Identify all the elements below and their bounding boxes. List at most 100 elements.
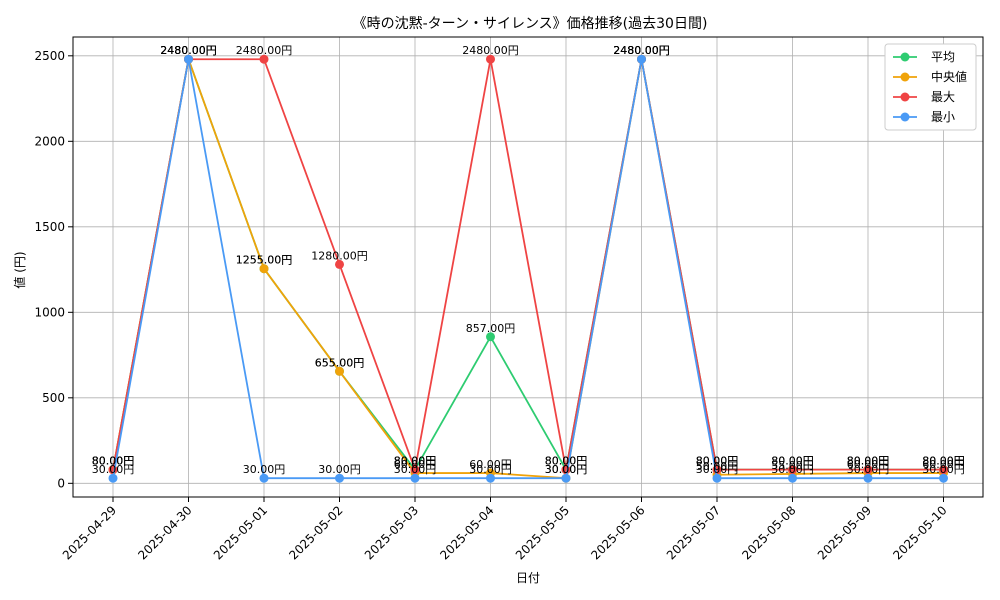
y-tick-label: 0 xyxy=(57,476,65,490)
data-label-layer: 80.00円 2480.00円 1255.00円 655.00円 80.00円 857.0… xyxy=(92,44,965,476)
x-tick-label: 2025-05-01 xyxy=(211,503,270,562)
data-label: 30.00円 xyxy=(318,463,361,476)
data-point xyxy=(410,465,420,475)
data-label: 30.00円 xyxy=(243,463,286,476)
data-label: 80.00円 xyxy=(922,455,965,468)
data-label: 80.00円 xyxy=(847,455,890,468)
data-label: 30.00円 xyxy=(771,463,814,476)
data-label: 1255.00円 xyxy=(236,254,293,267)
x-axis-label: 日付 xyxy=(516,571,540,585)
series-line xyxy=(112,58,944,474)
data-label: 80.00円 xyxy=(847,455,890,468)
x-tick-label: 2025-05-03 xyxy=(362,503,421,562)
x-tick-label: 2025-05-06 xyxy=(588,503,647,562)
series-最小 xyxy=(108,54,948,483)
data-label: 2480.00円 xyxy=(160,44,217,57)
data-label: 30.00円 xyxy=(847,463,890,476)
data-label: 55.00円 xyxy=(771,459,814,472)
data-point xyxy=(335,366,344,376)
x-tick-label: 2025-05-10 xyxy=(890,503,949,562)
legend-swatch-marker xyxy=(900,52,910,62)
y-tick-label: 1500 xyxy=(34,220,65,234)
data-label: 50.00円 xyxy=(696,460,739,473)
data-label: 80.00円 xyxy=(696,455,739,468)
legend-box xyxy=(884,43,977,131)
legend-swatch-marker xyxy=(900,112,910,122)
data-point xyxy=(335,259,344,269)
data-label: 2480.00円 xyxy=(613,44,670,57)
data-point xyxy=(108,473,118,483)
x-tick-label: 2025-05-07 xyxy=(664,503,723,562)
x-tick-label: 2025-05-09 xyxy=(815,503,874,562)
data-label: 80.00円 xyxy=(771,455,814,468)
data-point xyxy=(184,54,193,64)
data-point xyxy=(335,473,344,483)
data-label: 80.00円 xyxy=(545,455,588,468)
data-label: 2480.00円 xyxy=(160,44,217,57)
data-label: 655.00円 xyxy=(315,356,365,369)
data-point xyxy=(863,473,873,483)
data-label: 80.00円 xyxy=(922,455,965,468)
data-label: 30.00円 xyxy=(696,463,739,476)
y-tick-label: 1000 xyxy=(34,305,65,319)
data-label: 30.00円 xyxy=(394,463,437,476)
data-point xyxy=(486,473,495,483)
data-point xyxy=(259,473,269,483)
data-point xyxy=(486,332,495,342)
data-label: 2480.00円 xyxy=(160,44,217,57)
data-label: 30.00円 xyxy=(469,463,512,476)
data-label: 30.00円 xyxy=(545,463,588,476)
data-label: 1280.00円 xyxy=(311,249,368,262)
chart-title: 《時の沈黙-ターン・サイレンス》価格推移(過去30日間) xyxy=(353,16,708,32)
data-point xyxy=(939,473,948,483)
data-label: 80.00円 xyxy=(394,455,437,468)
data-label: 2480.00円 xyxy=(236,44,293,57)
data-label: 2480.00円 xyxy=(613,44,670,57)
legend-item: 最小 xyxy=(893,110,955,124)
legend-swatch-marker xyxy=(900,72,910,82)
series-layer xyxy=(108,54,948,483)
data-label: 2480.00円 xyxy=(613,44,670,57)
legend-item: 中央値 xyxy=(893,69,967,84)
data-point xyxy=(259,264,269,274)
series-line xyxy=(112,55,944,480)
data-label: 80.00円 xyxy=(545,455,588,468)
x-tick-label: 2025-05-08 xyxy=(739,503,798,562)
data-label: 80.00円 xyxy=(394,455,437,468)
legend-label: 最小 xyxy=(931,110,955,124)
data-point xyxy=(788,465,797,475)
data-label: 60.00円 xyxy=(469,458,512,471)
data-label: 60.00円 xyxy=(394,458,437,471)
data-label: 2480.00円 xyxy=(613,44,670,57)
x-tick-label: 2025-04-30 xyxy=(135,503,194,562)
series-最大 xyxy=(108,54,948,475)
data-label: 857.00円 xyxy=(466,322,516,335)
data-label: 2480.00円 xyxy=(160,44,217,57)
legend-label: 平均 xyxy=(931,50,955,64)
data-point xyxy=(712,473,722,483)
x-tick-label: 2025-05-02 xyxy=(286,503,345,562)
data-point xyxy=(939,465,948,475)
data-point xyxy=(486,54,495,64)
data-label: 80.00円 xyxy=(92,455,135,468)
data-label: 2480.00円 xyxy=(462,44,519,57)
data-point xyxy=(788,473,797,483)
data-label: 1255.00円 xyxy=(236,254,293,267)
data-label: 60.00円 xyxy=(922,458,965,471)
data-label: 80.00円 xyxy=(92,455,135,468)
legend-item: 最大 xyxy=(893,90,955,104)
y-tick-label: 500 xyxy=(42,391,65,405)
data-label: 80.00円 xyxy=(696,455,739,468)
data-label: 30.00円 xyxy=(922,463,965,476)
legend-swatch-marker xyxy=(900,92,910,102)
data-label: 30.00円 xyxy=(545,463,588,476)
x-tick-label: 2025-05-05 xyxy=(513,503,572,562)
plot-frame xyxy=(72,36,984,498)
x-tick-label: 2025-04-29 xyxy=(60,503,119,562)
series-line xyxy=(112,59,944,480)
data-point xyxy=(410,473,420,483)
data-label: 60.00円 xyxy=(847,458,890,471)
y-tick-label: 2000 xyxy=(34,134,65,148)
